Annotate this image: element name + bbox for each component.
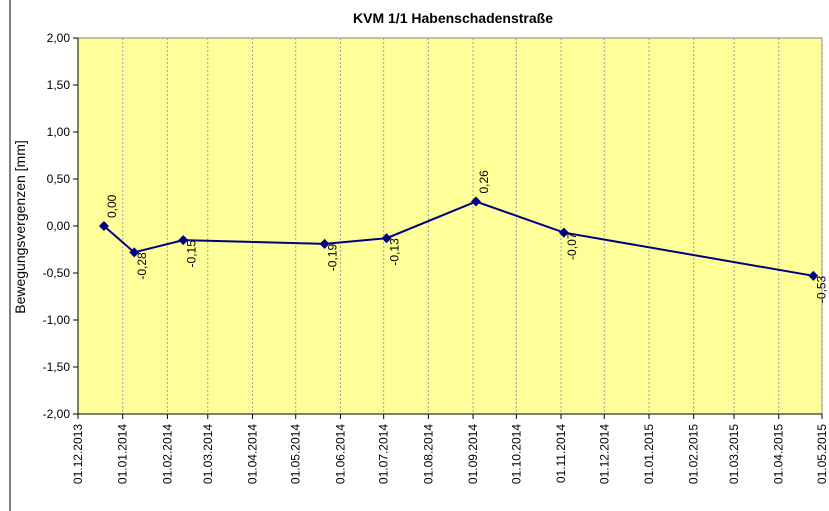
x-tick-label: 01.10.2014 (509, 424, 523, 484)
data-label: -0,28 (135, 252, 149, 280)
data-line (103, 200, 814, 277)
plot-area (77, 37, 823, 415)
data-point (98, 221, 109, 231)
data-point (178, 235, 189, 246)
x-tick-label: 01.06.2014 (333, 424, 347, 484)
x-tick-label: 01.01.2015 (642, 424, 656, 484)
y-tick-label: -0,50 (43, 266, 71, 280)
data-point (470, 196, 481, 207)
x-tick-label: 01.03.2015 (727, 424, 741, 484)
chart-title: KVM 1/1 Habenschadenstraße (353, 10, 553, 26)
y-tick-label: 1,00 (47, 125, 71, 139)
x-tick-label: 01.07.2014 (377, 424, 391, 484)
data-point (558, 227, 569, 238)
x-tick-label: 01.12.2014 (597, 424, 611, 484)
x-tick-label: 01.11.2014 (554, 424, 568, 483)
data-label: 0,00 (105, 194, 119, 218)
y-axis-label: Bewegungsvergenzen [mm] (12, 140, 28, 314)
y-tick-label: 0,00 (47, 219, 71, 233)
y-tick-label: 2,00 (47, 31, 71, 45)
x-tick-label: 01.02.2015 (687, 424, 701, 484)
y-tick-label: 0,50 (47, 172, 71, 186)
data-label: -0,07 (565, 232, 579, 260)
x-tick-label: 01.04.2014 (245, 424, 259, 484)
x-tick-label: 01.01.2014 (116, 424, 130, 484)
y-tick-label: -2,00 (43, 407, 71, 421)
data-label: -0,19 (326, 244, 340, 272)
y-tick-label: 1,50 (47, 78, 71, 92)
data-label: -0,13 (388, 238, 402, 266)
x-tick-label: 01.08.2014 (421, 424, 435, 484)
y-tick-label: -1,50 (43, 360, 71, 374)
x-tick-label: 01.04.2015 (772, 424, 786, 484)
y-tick-label: -1,00 (43, 313, 71, 327)
data-point (129, 247, 140, 258)
data-point (808, 270, 819, 281)
data-label: -0,53 (814, 276, 828, 304)
x-tick-label: 01.02.2014 (160, 424, 174, 484)
data-label: 0,26 (477, 170, 491, 194)
x-tick-label: 01.03.2014 (201, 424, 215, 484)
x-tick-label: 01.05.2014 (289, 424, 303, 484)
x-tick-label: 01.05.2015 (815, 424, 829, 484)
data-point (319, 238, 330, 249)
x-tick-label: 01.09.2014 (466, 424, 480, 484)
data-point (381, 233, 392, 244)
data-label: -0,15 (184, 240, 198, 268)
x-tick-label: 01.12.2013 (71, 424, 85, 484)
